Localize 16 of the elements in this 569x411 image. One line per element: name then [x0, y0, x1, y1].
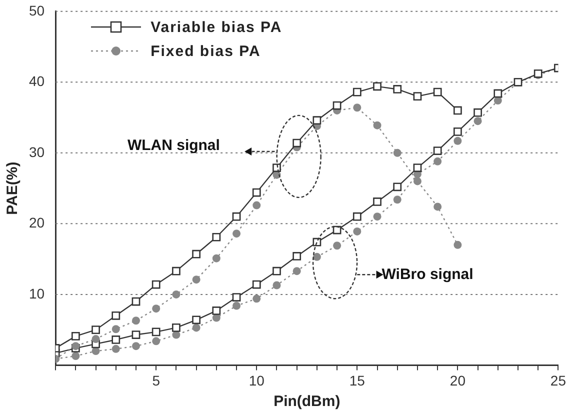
y-tick-label: 30: [28, 144, 45, 160]
annotation: WiBro signal: [382, 266, 474, 284]
y-tick-label: 40: [28, 73, 45, 90]
legend-label: Fixed bias PA: [150, 42, 261, 60]
legend-label: Variable bias PA: [150, 18, 282, 36]
x-tick-label: 20: [450, 372, 466, 388]
y-tick-label: 10: [28, 285, 45, 302]
y-axis-title: PAE(%): [4, 162, 22, 215]
x-tick-label: 10: [248, 372, 265, 388]
x-tick-label: 15: [349, 372, 366, 388]
x-tick-label: 25: [550, 372, 566, 388]
x-axis-title: Pin(dBm): [274, 393, 340, 410]
y-tick-label: 20: [28, 214, 45, 231]
x-tick-label: 5: [152, 372, 160, 388]
annotation: WLAN signal: [127, 136, 220, 154]
y-tick-label: 50: [28, 2, 45, 18]
